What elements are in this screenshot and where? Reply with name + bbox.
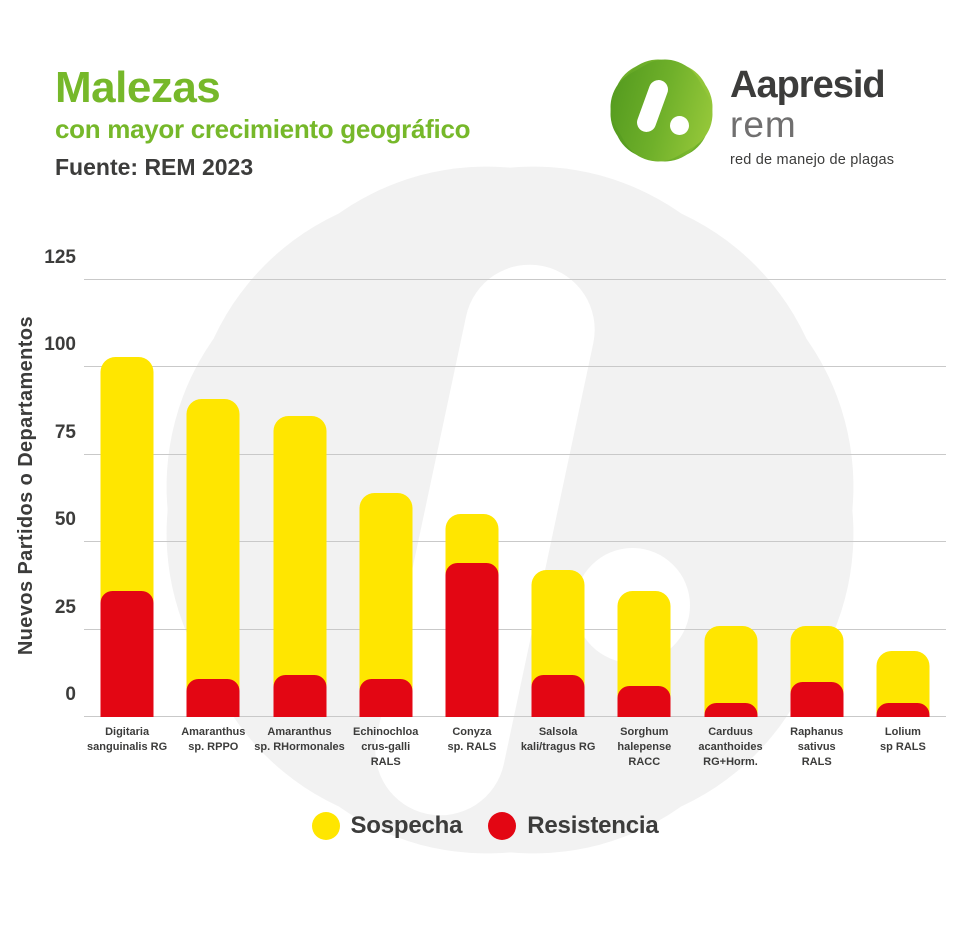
gridline <box>84 628 946 630</box>
legend-label-sospecha: Sospecha <box>350 812 463 839</box>
bar-column <box>515 255 601 717</box>
bar-column <box>343 255 429 717</box>
stacked-bar <box>359 493 413 717</box>
x-category-label: Raphanus sativus RALS <box>774 725 860 787</box>
x-category-label: Echinochloa crus-galli RALS <box>343 725 429 787</box>
x-category-label-text: Conyza sp. RALS <box>447 726 497 753</box>
bar-column <box>84 255 170 717</box>
x-category-label: Conyza sp. RALS <box>429 725 515 787</box>
x-category-label: Sorghum halepense RACC <box>601 725 687 787</box>
bar-column <box>601 255 687 717</box>
resistencia-segment <box>273 675 326 717</box>
stacked-bar <box>876 650 930 717</box>
y-tick-label: 25 <box>54 596 76 618</box>
gridline <box>84 541 946 542</box>
stacked-bar <box>100 356 154 717</box>
x-category-label-text: Carduus acanthoides RG+Horm. <box>698 726 763 768</box>
stacked-bar <box>531 570 585 717</box>
brand-name: Aapresid <box>730 64 886 106</box>
bar-column <box>860 255 946 717</box>
resistencia-segment <box>186 678 240 717</box>
chart-legend: Sospecha Resistencia <box>0 812 970 840</box>
resistencia-segment <box>876 703 930 717</box>
bar-column <box>429 255 515 717</box>
y-axis-title-wrap: Nuevos Partidos o Departamentos <box>8 255 44 717</box>
resistencia-segment <box>790 682 844 717</box>
sospecha-dot-icon <box>311 812 340 840</box>
x-category-label: Lolium sp RALS <box>860 725 946 787</box>
stacked-bar <box>790 626 844 717</box>
x-category-label-text: Raphanus sativus RALS <box>790 726 844 768</box>
resistencia-segment <box>359 678 413 717</box>
bar-column <box>774 255 860 717</box>
stacked-bar <box>704 626 758 717</box>
x-category-label-text: Echinochloa crus-galli RALS <box>353 726 419 768</box>
x-category-label-text: Amaranthus sp. RPPO <box>181 726 246 753</box>
stacked-bar-chart: Nuevos Partidos o Departamentos 0 25 50 75 1… <box>8 247 946 787</box>
bar-column <box>170 255 256 717</box>
header: Malezas con mayor crecimiento geográfico… <box>55 66 470 181</box>
infographic-root: Malezas con mayor crecimiento geográfico… <box>0 45 970 947</box>
resistencia-segment <box>445 563 499 717</box>
legend-item-resistencia: Resistencia <box>488 812 659 840</box>
x-category-label-text: Digitaria sanguinalis RG <box>87 726 168 753</box>
brand-text-block: Aapresid rem red de manejo de plagas <box>730 66 894 168</box>
aapresid-badge-icon <box>596 45 727 176</box>
x-axis-labels: Digitaria sanguinalis RG Amaranthus sp. R… <box>84 725 946 787</box>
plot-area: 0 25 50 75 100 125 <box>44 247 946 717</box>
stacked-bar <box>273 416 326 717</box>
bar-column <box>256 255 342 717</box>
brand-product: rem <box>730 104 797 145</box>
y-tick-label: 100 <box>44 334 76 355</box>
page-title: Malezas <box>55 63 221 112</box>
x-category-label-text: Amaranthus sp. RHormonales <box>254 726 345 753</box>
y-tick-label: 0 <box>65 684 76 705</box>
gridline <box>84 278 946 280</box>
y-tick-label: 50 <box>54 509 76 530</box>
bar-column <box>687 255 773 717</box>
resistencia-segment <box>704 703 758 717</box>
resistencia-segment <box>617 685 671 717</box>
stacked-bar <box>445 514 499 717</box>
page-subtitle: con mayor crecimiento geográfico <box>55 114 471 144</box>
legend-label-resistencia: Resistencia <box>527 812 659 839</box>
stacked-bar <box>186 398 240 717</box>
gridline <box>84 366 946 367</box>
resistencia-segment <box>531 675 585 717</box>
x-category-label-text: Salsola kali/tragus RG <box>520 726 596 753</box>
y-tick-label: 75 <box>54 421 76 443</box>
gridline <box>84 453 946 455</box>
brand-tagline: red de manejo de plagas <box>730 152 895 168</box>
gridline <box>84 716 946 717</box>
x-category-label: Amaranthus sp. RHormonales <box>254 725 344 787</box>
x-category-label-text: Sorghum halepense RACC <box>617 726 672 768</box>
y-tick-label: 125 <box>44 246 76 268</box>
source-note: Fuente: REM 2023 <box>55 154 254 180</box>
bar-columns <box>84 255 946 717</box>
x-category-label: Carduus acanthoides RG+Horm. <box>687 725 773 787</box>
stacked-bar <box>617 591 671 717</box>
x-category-label-text: Lolium sp RALS <box>880 726 926 753</box>
aapresid-logo: Aapresid rem red de manejo de plagas <box>596 45 934 190</box>
resistencia-dot-icon <box>488 812 517 840</box>
x-category-label: Digitaria sanguinalis RG <box>84 725 170 787</box>
resistencia-segment <box>100 591 154 717</box>
badge-dot-icon <box>670 116 689 135</box>
legend-item-sospecha: Sospecha <box>311 812 463 840</box>
badge-shape <box>596 45 727 176</box>
x-category-label: Salsola kali/tragus RG <box>515 725 601 787</box>
x-category-label: Amaranthus sp. RPPO <box>170 725 256 787</box>
